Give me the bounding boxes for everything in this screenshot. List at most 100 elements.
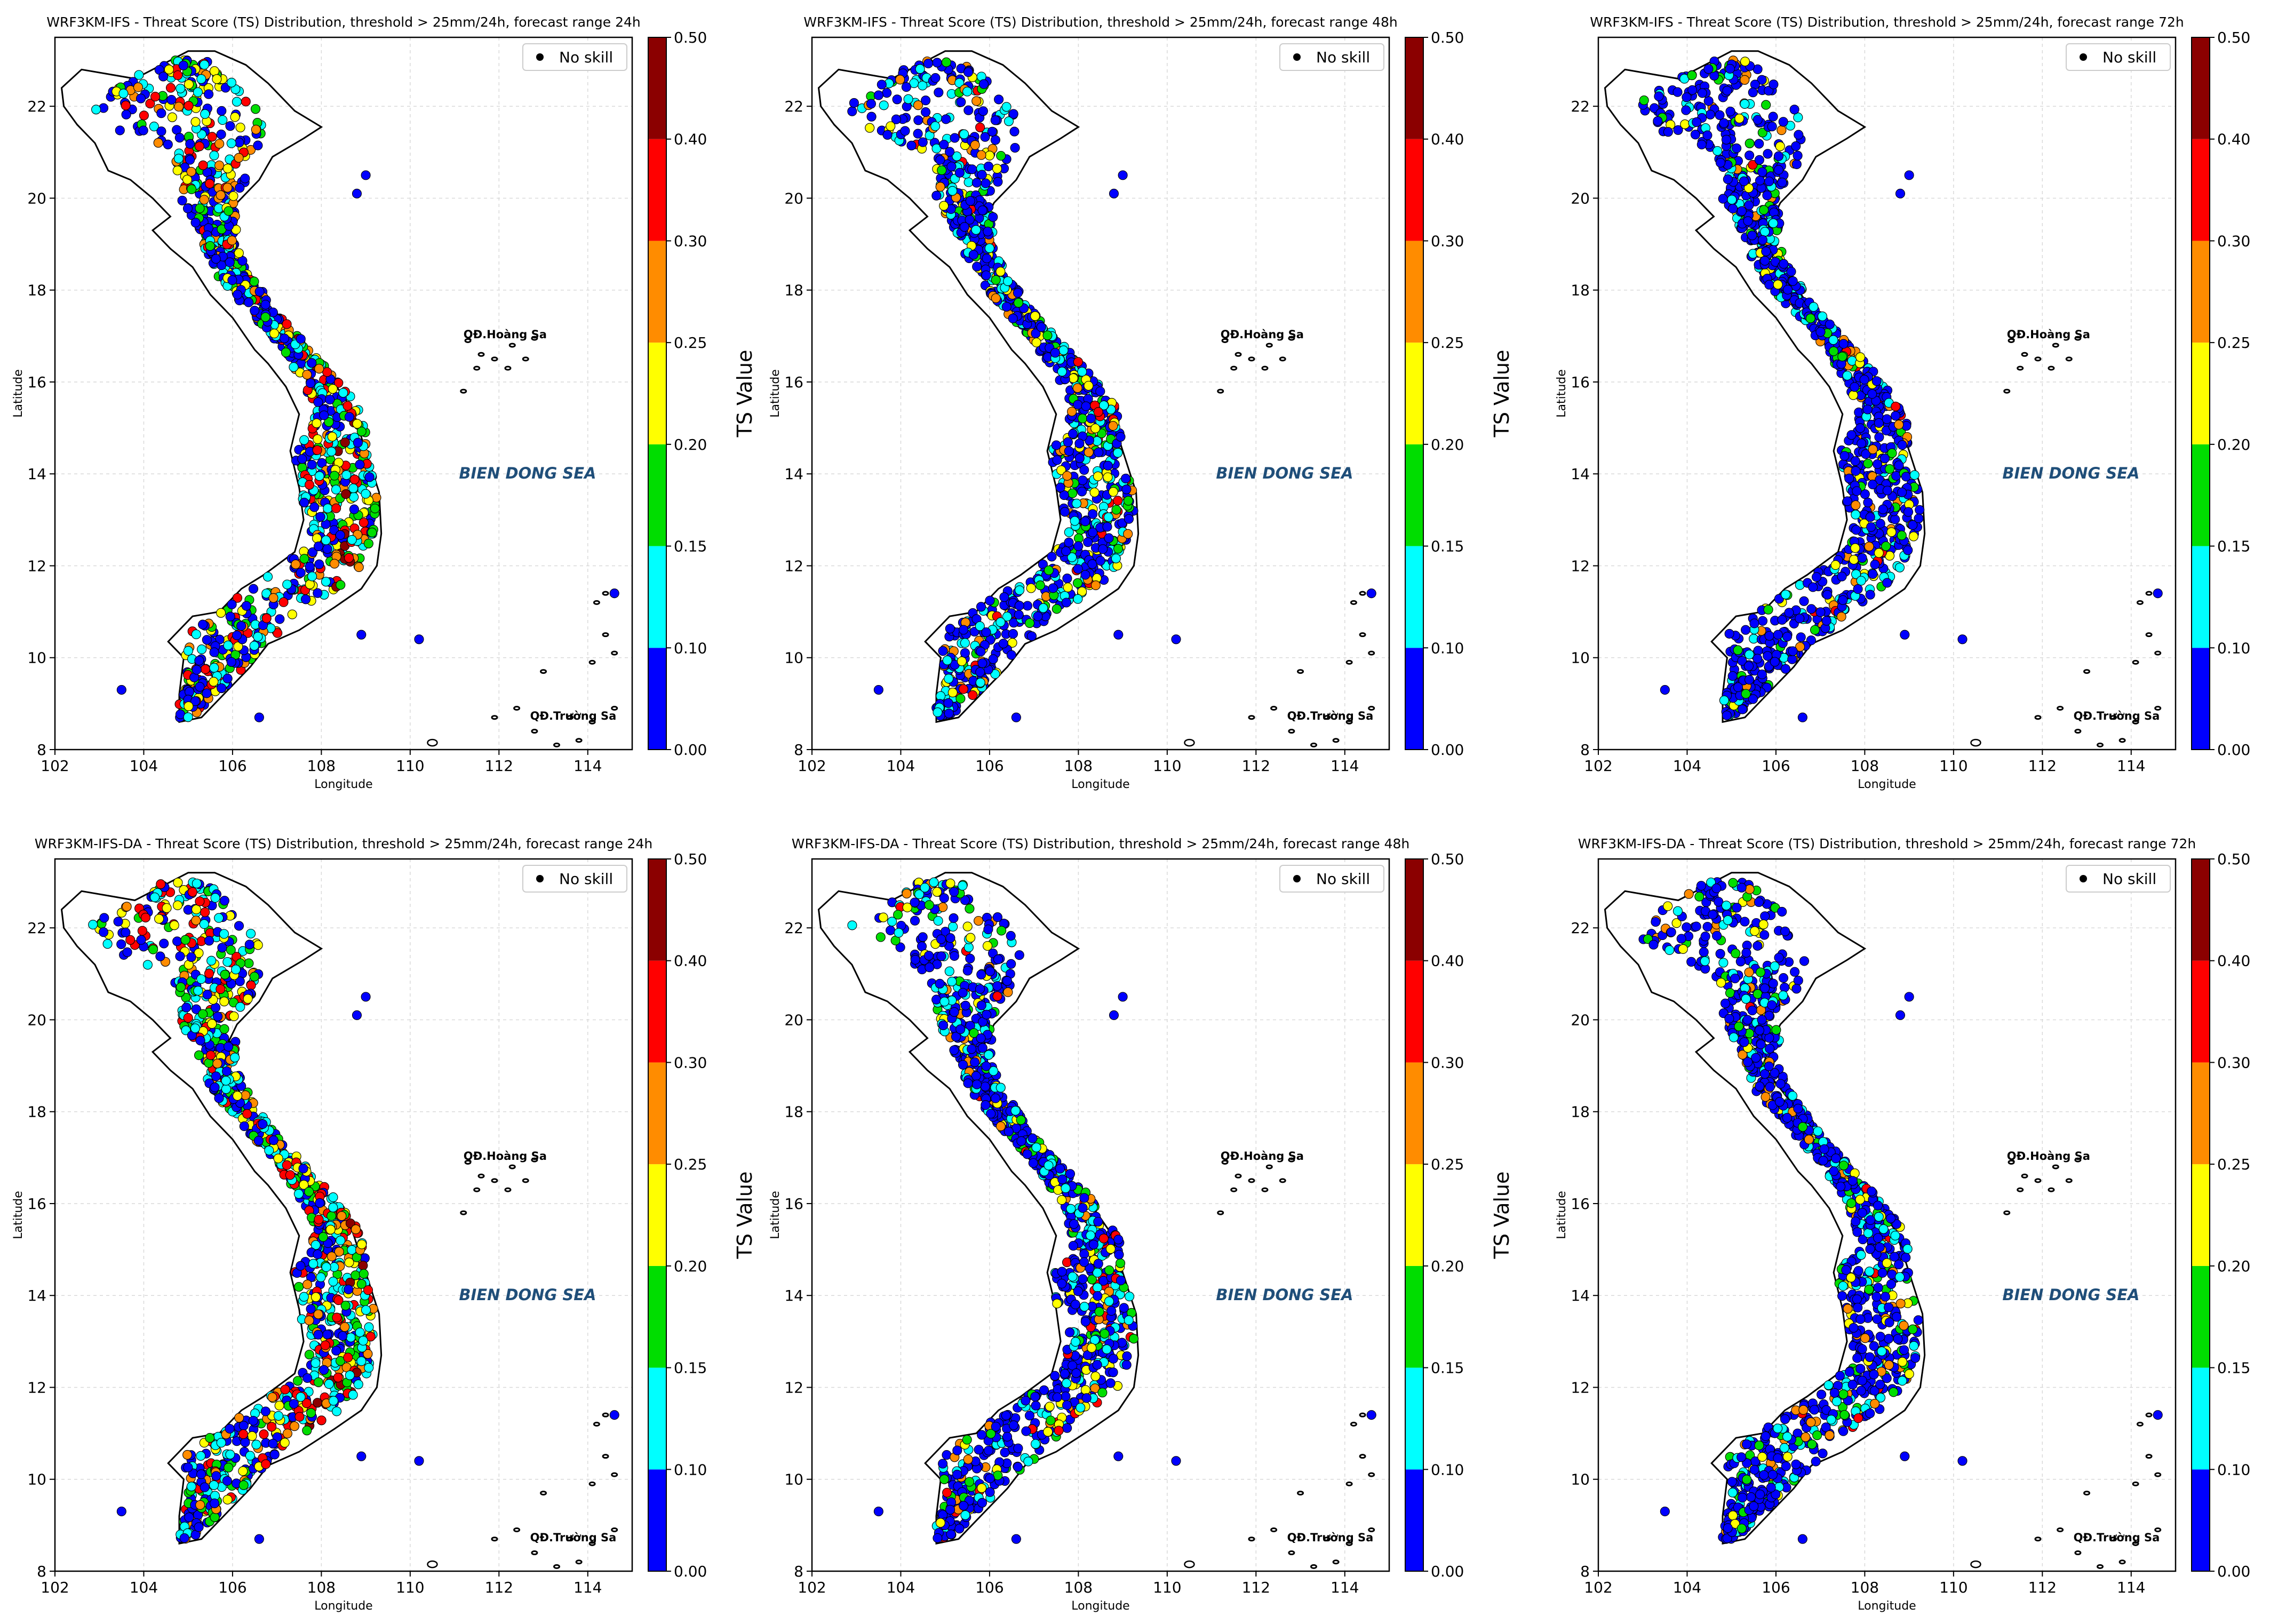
colorbar-segment (648, 1469, 666, 1571)
x-tick-label: 108 (307, 1579, 336, 1596)
truong-sa-label: QĐ.Trường Sa (530, 710, 617, 722)
station-point (976, 150, 986, 160)
island-outline (1279, 356, 1286, 362)
station-point (1768, 112, 1778, 122)
station-point (1072, 578, 1083, 588)
station-point (1887, 448, 1897, 458)
station-point (281, 347, 291, 357)
station-point (921, 107, 931, 117)
station-point (1111, 505, 1121, 515)
island-outline (1350, 600, 1357, 605)
station-point (331, 1346, 341, 1356)
station-point (995, 617, 1006, 627)
station-point (217, 683, 227, 693)
station-point (1851, 525, 1861, 535)
station-point (1727, 195, 1737, 205)
station-point (1719, 118, 1729, 128)
station-point (1072, 383, 1082, 393)
colorbar-segment (1405, 241, 1423, 343)
station-point (234, 921, 244, 931)
station-point (1754, 139, 1764, 149)
station-point (1060, 507, 1070, 517)
station-point (963, 67, 974, 77)
station-point (1874, 548, 1884, 558)
station-point (224, 1462, 234, 1472)
station-point (289, 1421, 300, 1431)
station-point (1757, 669, 1767, 680)
x-tick-label: 102 (798, 757, 826, 775)
colorbar-tick-label: 0.20 (1431, 436, 1464, 453)
sea-label: BIEN DONG SEA (459, 464, 596, 482)
station-point (302, 1426, 312, 1436)
station-point (1044, 565, 1054, 576)
station-point (886, 121, 896, 131)
island-outline (1359, 1412, 1366, 1418)
island-outline (1184, 738, 1195, 747)
station-point (990, 115, 1000, 125)
station-point (261, 588, 272, 599)
station-point (1789, 105, 1799, 115)
station-point (218, 115, 228, 125)
station-point (355, 1327, 365, 1338)
island-outline (1184, 1560, 1195, 1569)
y-tick-label: 12 (784, 557, 803, 575)
island-outline (1310, 1564, 1318, 1569)
station-point (319, 410, 329, 420)
station-point (322, 544, 332, 554)
station-point (1777, 178, 1787, 188)
station-point (176, 83, 186, 93)
station-point (361, 992, 371, 1002)
station-point (242, 1109, 252, 1119)
station-point (1033, 611, 1043, 622)
station-point (314, 1214, 324, 1224)
station-point (977, 170, 987, 180)
station-point (976, 602, 986, 612)
island-outline (1230, 365, 1238, 371)
station-point (194, 656, 204, 666)
station-point (1821, 616, 1831, 626)
station-point (901, 82, 911, 92)
station-point (930, 73, 941, 83)
station-point (199, 919, 209, 929)
station-point (1757, 235, 1767, 245)
station-point (312, 445, 322, 455)
island-outline (1345, 659, 1353, 665)
y-tick-label: 16 (27, 1195, 46, 1213)
station-point (1753, 115, 1763, 125)
station-point (1026, 583, 1036, 593)
colorbar-segment (648, 546, 666, 648)
station-point (1103, 472, 1113, 482)
station-point (1882, 414, 1892, 424)
station-point (268, 1438, 278, 1449)
station-point (190, 117, 201, 127)
x-tick-label: 106 (975, 757, 1003, 775)
station-point (939, 139, 949, 150)
island-outline (1332, 1559, 1340, 1565)
station-point (1839, 451, 1850, 461)
station-point (336, 580, 346, 590)
station-point (358, 1261, 368, 1271)
station-point (344, 1284, 354, 1294)
station-point (315, 1198, 325, 1208)
station-point (238, 1421, 249, 1431)
island-outline (1297, 1491, 1304, 1496)
station-point (173, 70, 183, 81)
station-point (1121, 473, 1131, 483)
station-point (1882, 485, 1892, 496)
sea-label: BIEN DONG SEA (459, 1286, 596, 1304)
station-point (319, 1365, 329, 1375)
station-point (216, 190, 226, 200)
station-point (1015, 585, 1025, 595)
station-point (212, 1058, 222, 1069)
island-outline (460, 388, 467, 394)
station-point (139, 110, 149, 121)
station-point (972, 261, 982, 272)
station-point (906, 140, 917, 150)
station-point (249, 641, 259, 651)
station-point (299, 1292, 309, 1302)
station-point (915, 64, 925, 74)
station-point (943, 698, 953, 708)
station-point (224, 206, 234, 216)
station-point (1764, 280, 1774, 290)
station-point (204, 968, 214, 978)
